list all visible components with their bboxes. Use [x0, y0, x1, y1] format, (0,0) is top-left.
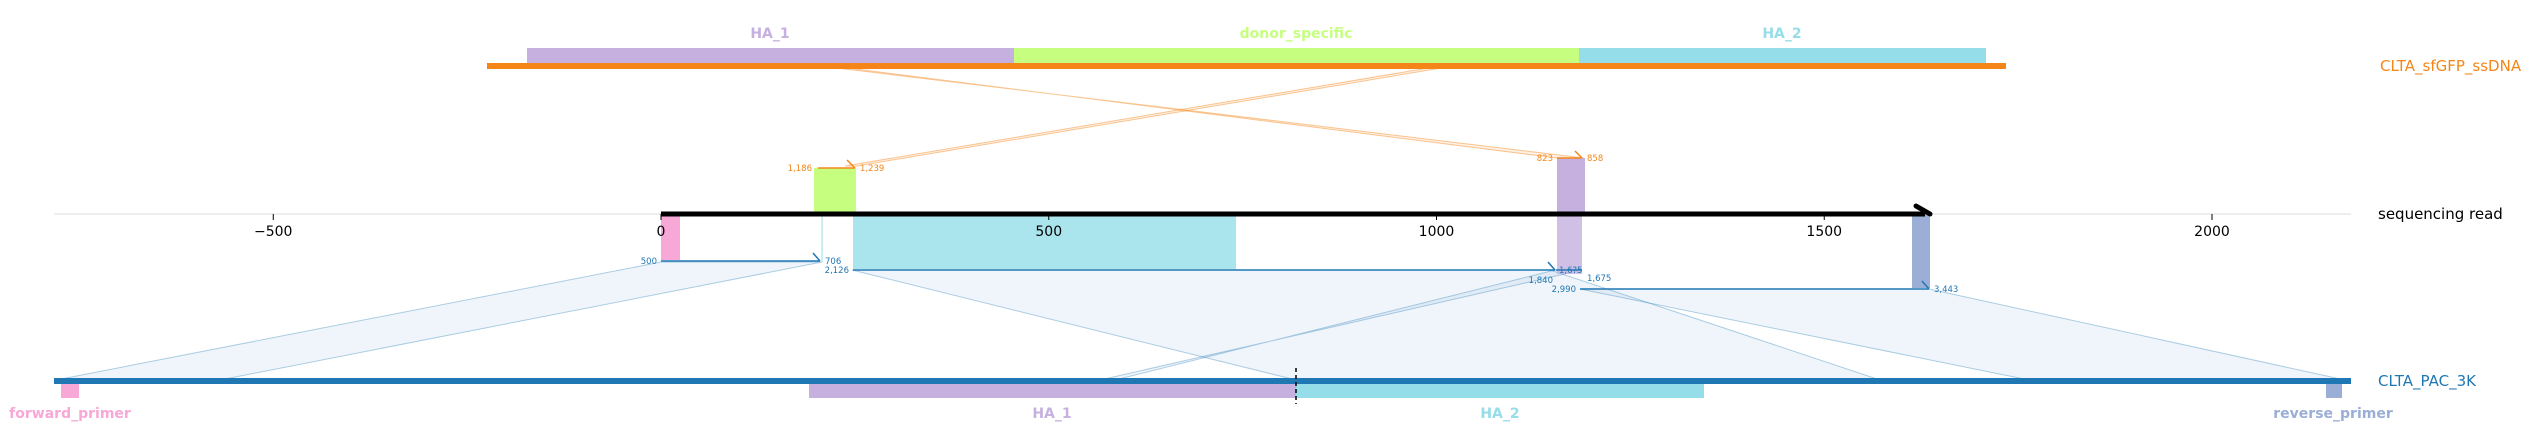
top-connection-ha1 [819, 65, 1585, 159]
top-feature-donor-box [1014, 48, 1579, 63]
top-alignment-labels: 1,186 1,239 823 858 [788, 154, 1604, 174]
read-track: −500 0 500 1000 1500 2000 sequencing read [54, 158, 2503, 288]
top-alignment-2-arrow [1574, 150, 1583, 159]
bottom-feature-reverse-primer-label: reverse_primer [2273, 406, 2393, 422]
top-connections [819, 65, 1585, 167]
label-a1-end: 1,239 [860, 164, 884, 174]
top-feature-ha2-box [1579, 48, 1986, 63]
bottom-connection-2 [851, 269, 1881, 381]
bottom-feature-ha2-label: HA_2 [1480, 406, 1519, 422]
top-track-line [487, 63, 2006, 69]
axis-tick-label-2: 500 [1035, 224, 1062, 240]
read-arrowhead [1913, 203, 1933, 217]
label-b3-end: 1,675 [1587, 274, 1611, 284]
read-block-pink [661, 214, 680, 260]
axis-tick-label-4: 1500 [1806, 224, 1842, 240]
top-feature-ha2-label: HA_2 [1762, 26, 1801, 42]
read-block-cyan [853, 214, 1236, 269]
bottom-feature-reverse-primer-box [2326, 384, 2342, 398]
bottom-alignments [661, 252, 1930, 290]
top-track: HA_1 donor_specific HA_2 CLTA_sfGFP_ssDN… [487, 26, 2521, 76]
axis-ticks: −500 0 500 1000 1500 2000 [254, 214, 2230, 240]
bottom-connections [55, 261, 2346, 381]
read-block-blue [1912, 214, 1930, 288]
axis-tick-label-5: 2000 [2194, 224, 2230, 240]
label-a1-start: 1,186 [788, 164, 812, 174]
top-feature-donor-label: donor_specific [1240, 26, 1353, 42]
bottom-alignment-labels: 500 706 2,126 1,840 1,6?5 1,675 2,990 3,… [641, 257, 1959, 295]
bottom-alignment-4-arrow [1921, 280, 1930, 290]
read-block-purple-lower [1557, 214, 1582, 274]
bottom-feature-ha1-box [809, 384, 1296, 398]
label-a2-start: 823 [1537, 154, 1553, 164]
axis-tick-label-1: 0 [657, 224, 666, 240]
bottom-feature-ha2-box [1296, 384, 1704, 398]
top-feature-ha1-box [527, 48, 1014, 63]
label-b1-end: 706 [825, 257, 841, 267]
top-alignment-1-arrow [846, 159, 856, 169]
label-b2-end: 1,840 [1529, 276, 1553, 286]
label-b4-end: 3,443 [1934, 285, 1958, 295]
axis-tick-label-0: −500 [254, 224, 292, 240]
label-a2-end: 858 [1587, 154, 1603, 164]
bottom-alignment-1-arrow [812, 252, 821, 262]
top-track-name: CLTA_sfGFP_ssDNA [2380, 57, 2521, 76]
bottom-track-line [54, 378, 2351, 384]
bottom-connection-1 [55, 261, 823, 381]
bottom-alignment-2-arrow [1547, 261, 1556, 271]
top-alignments [818, 150, 1583, 169]
bottom-feature-forward-primer-label: forward_primer [9, 406, 131, 422]
label-b1-start: 500 [641, 257, 657, 267]
top-feature-ha1-label: HA_1 [750, 26, 789, 42]
label-b4-start: 2,990 [1552, 285, 1576, 295]
bottom-track: forward_primer HA_1 HA_2 reverse_primer … [9, 368, 2477, 422]
bottom-track-name: CLTA_PAC_3K [2378, 372, 2477, 391]
read-track-name: sequencing read [2378, 205, 2503, 223]
bottom-feature-ha1-label: HA_1 [1032, 406, 1071, 422]
label-b2-start: 2,126 [825, 266, 849, 276]
axis-tick-label-3: 1000 [1419, 224, 1455, 240]
read-block-green [814, 168, 856, 214]
top-connection-donor [844, 65, 1454, 167]
label-b3-start: 1,6?5 [1559, 266, 1582, 276]
read-block-purple-upper [1557, 158, 1585, 214]
bottom-feature-forward-primer-box [61, 384, 79, 398]
